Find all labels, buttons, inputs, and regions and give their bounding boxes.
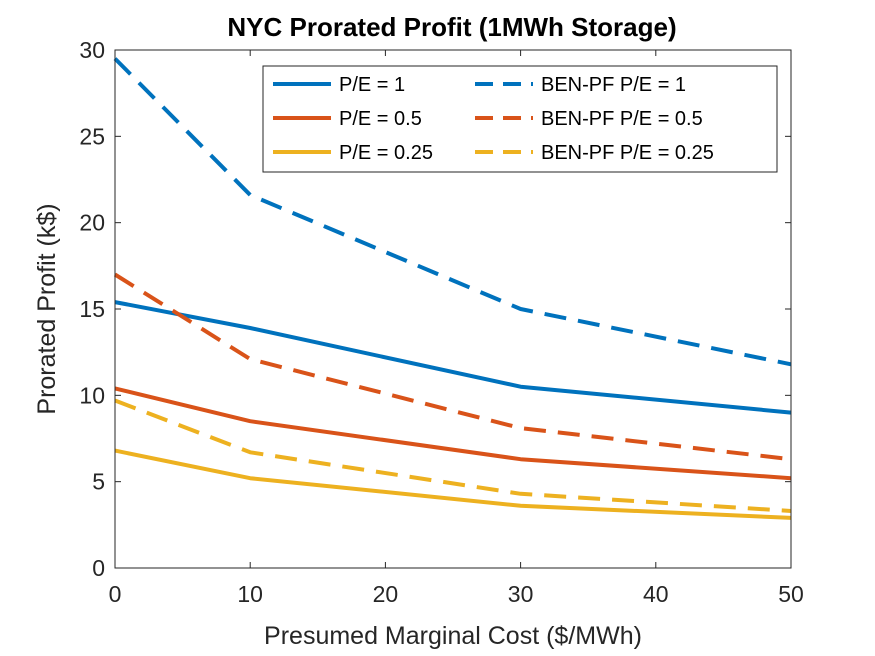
y-axis: 0 5 10 15 20 25 30 bbox=[79, 37, 791, 581]
x-tick-label: 20 bbox=[373, 581, 399, 607]
legend-label: BEN-PF P/E = 0.5 bbox=[541, 108, 703, 130]
x-axis: 0 10 20 30 40 50 bbox=[109, 50, 804, 607]
y-tick-label: 10 bbox=[79, 382, 105, 408]
series-line-ben-pf-p-e-0-5 bbox=[113, 272, 792, 462]
x-tick-label: 10 bbox=[237, 581, 263, 607]
x-axis-label: Presumed Marginal Cost ($/MWh) bbox=[264, 622, 642, 650]
y-axis-label: Prorated Profit (k$) bbox=[33, 203, 61, 414]
y-tick-label: 30 bbox=[79, 37, 105, 63]
legend-label: P/E = 1 bbox=[339, 74, 405, 96]
legend-label: BEN-PF P/E = 0.25 bbox=[541, 142, 714, 164]
x-tick-label: 0 bbox=[109, 581, 122, 607]
x-tick-label: 40 bbox=[643, 581, 669, 607]
y-tick-label: 0 bbox=[92, 555, 105, 581]
x-tick-label: 30 bbox=[508, 581, 534, 607]
series-line-p-e-1 bbox=[114, 300, 792, 415]
legend-label: P/E = 0.5 bbox=[339, 108, 422, 130]
legend-label: P/E = 0.25 bbox=[339, 142, 433, 164]
series-line-p-e-0-25 bbox=[114, 448, 792, 520]
y-tick-label: 25 bbox=[79, 123, 105, 149]
plot-lines bbox=[113, 57, 792, 520]
x-tick-label: 50 bbox=[778, 581, 804, 607]
legend-label: BEN-PF P/E = 1 bbox=[541, 74, 686, 96]
series-line-p-e-0-5 bbox=[114, 386, 792, 481]
y-tick-label: 15 bbox=[79, 296, 105, 322]
chart-title: NYC Prorated Profit (1MWh Storage) bbox=[227, 12, 676, 42]
series-line-ben-pf-p-e-0-25 bbox=[114, 398, 792, 513]
legend: P/E = 1 P/E = 0.5 P/E = 0.25 BEN-PF P/E = 1… bbox=[262, 65, 778, 173]
y-tick-label: 20 bbox=[79, 210, 105, 236]
y-tick-label: 5 bbox=[92, 469, 105, 495]
series-line-ben-pf-p-e-1 bbox=[113, 57, 792, 367]
